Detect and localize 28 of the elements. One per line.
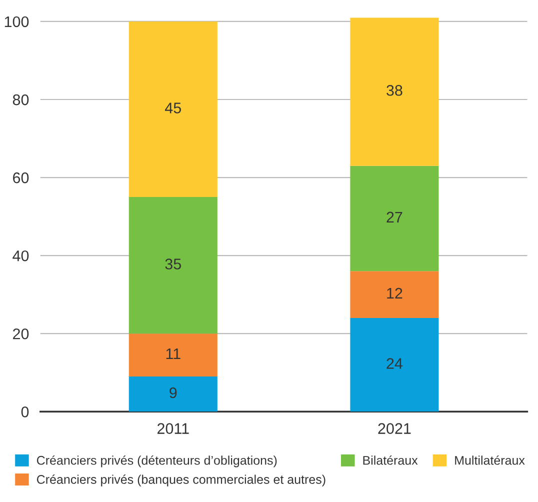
legend-label: Bilatéraux — [363, 455, 418, 465]
bar — [128, 376, 218, 412]
data-label: 27 — [386, 212, 402, 222]
y-tick-label: 0 — [21, 406, 29, 418]
legend-label: Créanciers privés (banques commerciales et autres) — [36, 474, 326, 486]
bar — [350, 18, 439, 166]
y-tick-label: 80 — [12, 94, 29, 106]
bar — [128, 197, 218, 334]
x-tick-label: 2021 — [378, 423, 411, 434]
bar — [128, 21, 218, 198]
y-tick-label: 60 — [13, 172, 29, 184]
bar — [350, 166, 439, 272]
y-tick-label: 100 — [4, 16, 29, 28]
data-label: 45 — [164, 102, 181, 114]
legend-label: Créanciers privés (détenteurs d’obligations) — [36, 455, 277, 468]
data-label: 38 — [386, 84, 402, 96]
x-tick-label: 2011 — [157, 423, 189, 434]
legend-label: Multilatéraux — [455, 455, 525, 465]
data-label: 11 — [166, 348, 180, 360]
data-label: 35 — [165, 258, 181, 270]
bar — [350, 318, 439, 412]
data-label: 9 — [170, 387, 177, 398]
data-label: 12 — [387, 288, 402, 299]
y-tick-label: 20 — [13, 328, 29, 340]
bar — [128, 334, 218, 377]
data-label: 24 — [386, 358, 402, 369]
y-tick-label: 40 — [12, 250, 29, 262]
bar — [350, 271, 439, 318]
